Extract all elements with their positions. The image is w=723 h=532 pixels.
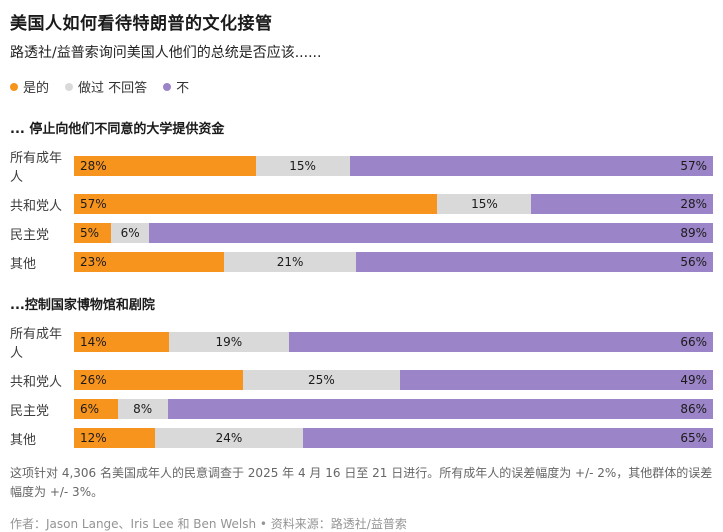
bar-segment-no: 49%: [399, 370, 713, 390]
value-label: 24%: [215, 431, 243, 445]
bar-segment-no: 86%: [167, 399, 713, 419]
chart-row: 共和党人 57% 15% 28%: [10, 194, 713, 214]
value-label: 5%: [80, 226, 100, 240]
bar-segment-yes: 14%: [74, 332, 169, 352]
legend: 是的 做过 不回答 不: [10, 77, 713, 96]
legend-item-yes: 是的: [10, 77, 49, 96]
value-label: 21%: [276, 255, 304, 269]
bar-segment-yes: 6%: [74, 399, 118, 419]
category-label: 所有成年人: [10, 151, 63, 185]
bar-segment-neutral: 6%: [111, 223, 149, 243]
bar-segment-no: 28%: [531, 194, 713, 214]
value-label: 49%: [680, 373, 707, 387]
legend-label-yes: 是的: [23, 81, 50, 96]
byline: 作者：Jason Lange、Iris Lee 和 Ben Welsh • 资料…: [10, 517, 407, 532]
value-label: 28%: [80, 159, 107, 173]
chart-row: 所有成年人 14% 19% 66%: [10, 323, 713, 361]
value-label: 15%: [289, 159, 316, 173]
footnote: 这项针对 4,306 名美国成年人的民意调查于 2025 年 4 月 16 日至…: [10, 466, 713, 500]
bar-segment-yes: 57%: [74, 194, 438, 214]
legend-label-neutral: 做过 不回答: [78, 81, 148, 96]
legend-dot-no: [163, 82, 172, 91]
value-label: 6%: [80, 402, 100, 416]
legend-dot-neutral: [65, 82, 74, 91]
bar-track: 23% 21% 56%: [74, 252, 713, 272]
bar-segment-neutral: 15%: [255, 156, 350, 176]
bar-track: 6% 8% 86%: [74, 399, 713, 419]
bar-track: 5% 6% 89%: [74, 223, 713, 243]
category-label: 共和党人: [10, 198, 63, 214]
bar-segment-neutral: 21%: [224, 252, 356, 272]
category-label: 民主党: [10, 403, 50, 419]
value-label: 28%: [680, 197, 707, 211]
chart-row: 民主党 5% 6% 89%: [10, 223, 713, 243]
chart-section-universities: ... 停止向他们不同意的大学提供资金 所有成年人 28% 15% 57% 共和党人 57…: [10, 118, 713, 272]
legend-dot-yes: [10, 82, 18, 91]
value-label: 89%: [680, 226, 707, 240]
category-label: 所有成年人: [10, 327, 63, 361]
chart-rows: 所有成年人 28% 15% 57% 共和党人 57% 15% 28% 民主党 5% 6% 89% 其他 2…: [10, 147, 713, 272]
chart-row: 其他 23% 21% 56%: [10, 252, 713, 272]
bar-segment-yes: 26%: [74, 370, 244, 390]
bar-segment-no: 89%: [148, 223, 713, 243]
value-label: 57%: [680, 159, 707, 173]
bar-segment-neutral: 15%: [437, 194, 532, 214]
value-label: 8%: [133, 402, 153, 416]
section-title: ... 停止向他们不同意的大学提供资金: [10, 122, 225, 137]
value-label: 12%: [80, 431, 107, 445]
category-label: 共和党人: [10, 374, 63, 390]
value-label: 14%: [80, 335, 107, 349]
page-subtitle: 路透社/益普索询问美国人他们的总统是否应该......: [10, 45, 322, 61]
chart-rows: 所有成年人 14% 19% 66% 共和党人 26% 25% 49% 民主党 6% 8% 86% 其他 1…: [10, 323, 713, 448]
value-label: 65%: [680, 431, 707, 445]
chart-row: 所有成年人 28% 15% 57%: [10, 147, 713, 185]
value-label: 86%: [680, 402, 707, 416]
value-label: 66%: [680, 335, 707, 349]
value-label: 56%: [680, 255, 707, 269]
value-label: 6%: [120, 226, 140, 240]
bar-track: 26% 25% 49%: [74, 370, 713, 390]
category-label: 其他: [10, 256, 37, 272]
bar-track: 57% 15% 28%: [74, 194, 713, 214]
chart-row: 民主党 6% 8% 86%: [10, 399, 713, 419]
chart-row: 其他 12% 24% 65%: [10, 428, 713, 448]
legend-item-no: 不: [163, 77, 189, 96]
bar-segment-no: 66%: [289, 332, 713, 352]
value-label: 57%: [80, 197, 107, 211]
chart-section-museums: ...控制国家博物馆和剧院 所有成年人 14% 19% 66% 共和党人 26% 25% 49…: [10, 294, 713, 448]
bar-segment-neutral: 25%: [243, 370, 400, 390]
legend-item-neutral: 做过 不回答: [65, 77, 147, 96]
bar-segment-yes: 5%: [74, 223, 112, 243]
bar-track: 14% 19% 66%: [74, 332, 713, 352]
bar-segment-no: 57%: [349, 156, 713, 176]
chart-row: 共和党人 26% 25% 49%: [10, 370, 713, 390]
bar-track: 28% 15% 57%: [74, 156, 713, 176]
value-label: 25%: [308, 373, 335, 387]
bar-segment-yes: 12%: [74, 428, 155, 448]
bar-segment-no: 65%: [303, 428, 713, 448]
bar-segment-neutral: 8%: [117, 399, 168, 419]
bar-segment-no: 56%: [355, 252, 713, 272]
value-label: 26%: [80, 373, 107, 387]
page-title: 美国人如何看待特朗普的文化接管: [10, 14, 273, 34]
bar-track: 12% 24% 65%: [74, 428, 713, 448]
category-label: 其他: [10, 432, 37, 448]
bar-segment-neutral: 19%: [168, 332, 289, 352]
bar-segment-neutral: 24%: [154, 428, 304, 448]
bar-segment-yes: 23%: [74, 252, 225, 272]
bar-segment-yes: 28%: [74, 156, 256, 176]
value-label: 19%: [215, 335, 243, 349]
category-label: 民主党: [10, 227, 50, 243]
legend-label-no: 不: [176, 81, 190, 96]
section-title: ...控制国家博物馆和剧院: [10, 298, 155, 313]
value-label: 15%: [471, 197, 498, 211]
value-label: 23%: [80, 255, 107, 269]
